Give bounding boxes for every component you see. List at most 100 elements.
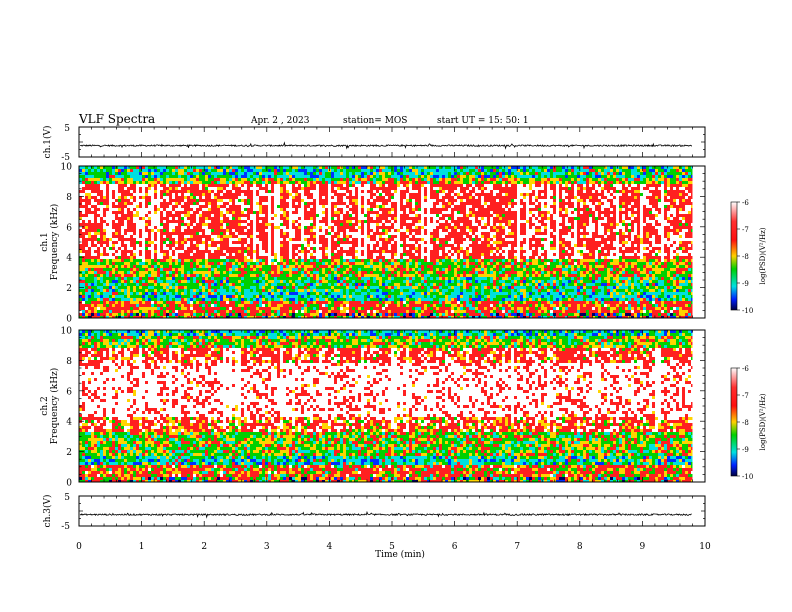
spectrogram-cell [214,274,217,277]
spectrogram-cell [217,307,220,310]
spectrogram-cell [121,286,124,289]
spectrogram-cell [121,217,124,220]
spectrogram-cell [292,178,295,181]
spectrogram-cell [160,292,163,295]
spectrogram-cell [157,277,160,280]
spectrogram-cell [397,277,400,280]
spectrogram-cell [217,208,220,211]
spectrogram-cell [376,169,379,172]
spectrogram-cell [319,316,322,318]
spectrogram-cell [343,286,346,289]
spectrogram-cell [412,253,415,256]
spectrogram-cell [133,295,136,298]
spectrogram-cell [400,244,403,247]
spectrogram-cell [307,229,310,232]
spectrogram-cell [346,217,349,220]
spectrogram-cell [79,277,82,280]
spectrogram-cell [250,202,253,205]
spectrogram-cell [373,238,376,241]
spectrogram-cell [379,184,382,187]
spectrogram-cell [196,178,199,181]
spectrogram-cell [307,205,310,208]
spectrogram-cell [370,202,373,205]
spectrogram-cell [421,274,424,277]
spectrogram-cell [274,265,277,268]
spectrogram-cell [364,172,367,175]
spectrogram-cell [121,205,124,208]
spectrogram-cell [424,292,427,295]
spectrogram-cell [382,196,385,199]
spectrogram-cell [97,286,100,289]
spectrogram-cell [304,274,307,277]
spectrogram-cell [367,304,370,307]
spectrogram-cell [367,214,370,217]
spectrogram-cell [397,307,400,310]
spectrogram-cell [379,256,382,259]
spectrogram-cell [298,226,301,229]
spectrogram-cell [88,310,91,313]
spectrogram-cell [238,211,241,214]
spectrogram-cell [118,310,121,313]
spectrogram-cell [121,259,124,262]
spectrogram-cell [112,202,115,205]
spectrogram-cell [355,298,358,301]
spectrogram-cell [412,268,415,271]
spectrogram-cell [289,280,292,283]
spectrogram-cell [154,274,157,277]
spectrogram-cell [361,244,364,247]
spectrogram-cell [283,175,286,178]
spectrogram-cell [112,283,115,286]
spectrogram-cell [310,181,313,184]
spectrogram-cell [346,214,349,217]
spectrogram-cell [283,256,286,259]
spectrogram-cell [280,244,283,247]
spectrogram-cell [262,226,265,229]
spectrogram-cell [103,199,106,202]
spectrogram-cell [292,292,295,295]
spectrogram-cell [370,235,373,238]
spectrogram-cell [154,190,157,193]
spectrogram-cell [328,232,331,235]
spectrogram-cell [100,280,103,283]
spectrogram-cell [343,307,346,310]
spectrogram-cell [412,301,415,304]
spectrogram-cell [166,220,169,223]
spectrogram-cell [403,232,406,235]
spectrogram-cell [403,238,406,241]
spectrogram-cell [112,172,115,175]
spectrogram-cell [358,316,361,318]
spectrogram-cell [97,184,100,187]
spectrogram-cell [340,250,343,253]
spectrogram-cell [250,247,253,250]
spectrogram-cell [160,259,163,262]
spectrogram-cell [214,232,217,235]
spectrogram-cell [286,169,289,172]
spectrogram-cell [289,274,292,277]
spectrogram-cell [94,166,97,169]
spectrogram-cell [139,250,142,253]
spectrogram-cell [193,256,196,259]
spectrogram-cell [421,283,424,286]
spectrogram-cell [232,211,235,214]
spectrogram-cell [376,190,379,193]
spectrogram-cell [286,214,289,217]
spectrogram-cell [340,289,343,292]
spectrogram-cell [115,271,118,274]
spectrogram-cell [304,313,307,316]
spectrogram-cell [358,268,361,271]
spectrogram-cell [358,271,361,274]
spectrogram-cell [307,283,310,286]
spectrogram-cell [184,187,187,190]
spectrogram-cell [91,271,94,274]
spectrogram-cell [298,307,301,310]
spectrogram-cell [121,253,124,256]
spectrogram-cell [148,262,151,265]
spectrogram-cell [226,166,229,169]
spectrogram-cell [160,166,163,169]
spectrogram-cell [424,256,427,259]
spectrogram-cell [406,271,409,274]
spectrogram-cell [217,223,220,226]
spectrogram-cell [103,238,106,241]
spectrogram-cell [346,226,349,229]
spectrogram-cell [88,280,91,283]
